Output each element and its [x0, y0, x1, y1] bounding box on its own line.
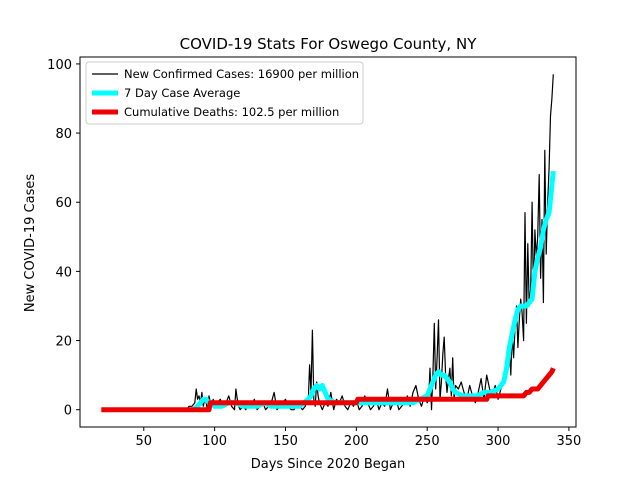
y-axis-label: New COVID-19 Cases [23, 174, 38, 312]
x-axis-label: Days Since 2020 Began [251, 457, 406, 472]
y-tick-label: 100 [47, 58, 72, 73]
chart-title: COVID-19 Stats For Oswego County, NY [180, 35, 478, 53]
legend: New Confirmed Cases: 16900 per million 7… [85, 61, 364, 125]
axes-frame [79, 56, 577, 428]
y-tick-label: 40 [55, 265, 72, 280]
x-tick-label: 150 [273, 434, 298, 449]
legend-label-7day-average: 7 Day Case Average [124, 86, 240, 100]
y-tick-label: 80 [55, 127, 72, 142]
x-tick-label: 100 [202, 434, 227, 449]
series-7day-average-line [191, 170, 556, 412]
y-tick-label: 20 [55, 335, 72, 350]
y-tick-label: 0 [64, 404, 72, 419]
axis-ticks: 50 100 150 200 250 300 350 0 20 40 60 80 100 [47, 58, 581, 449]
legend-label-cumulative-deaths: Cumulative Deaths: 102.5 per million [124, 105, 339, 119]
x-tick-label: 200 [344, 434, 369, 449]
x-tick-label: 50 [135, 434, 152, 449]
legend-box [85, 61, 364, 125]
series-new-cases-line [185, 74, 554, 411]
legend-label-new-cases: New Confirmed Cases: 16900 per million [124, 67, 359, 81]
y-tick-label: 60 [55, 196, 72, 211]
x-tick-label: 250 [415, 434, 440, 449]
x-tick-label: 300 [486, 434, 511, 449]
plot-area [101, 74, 556, 413]
series-cumulative-deaths-line [101, 367, 556, 413]
x-tick-label: 350 [557, 434, 582, 449]
